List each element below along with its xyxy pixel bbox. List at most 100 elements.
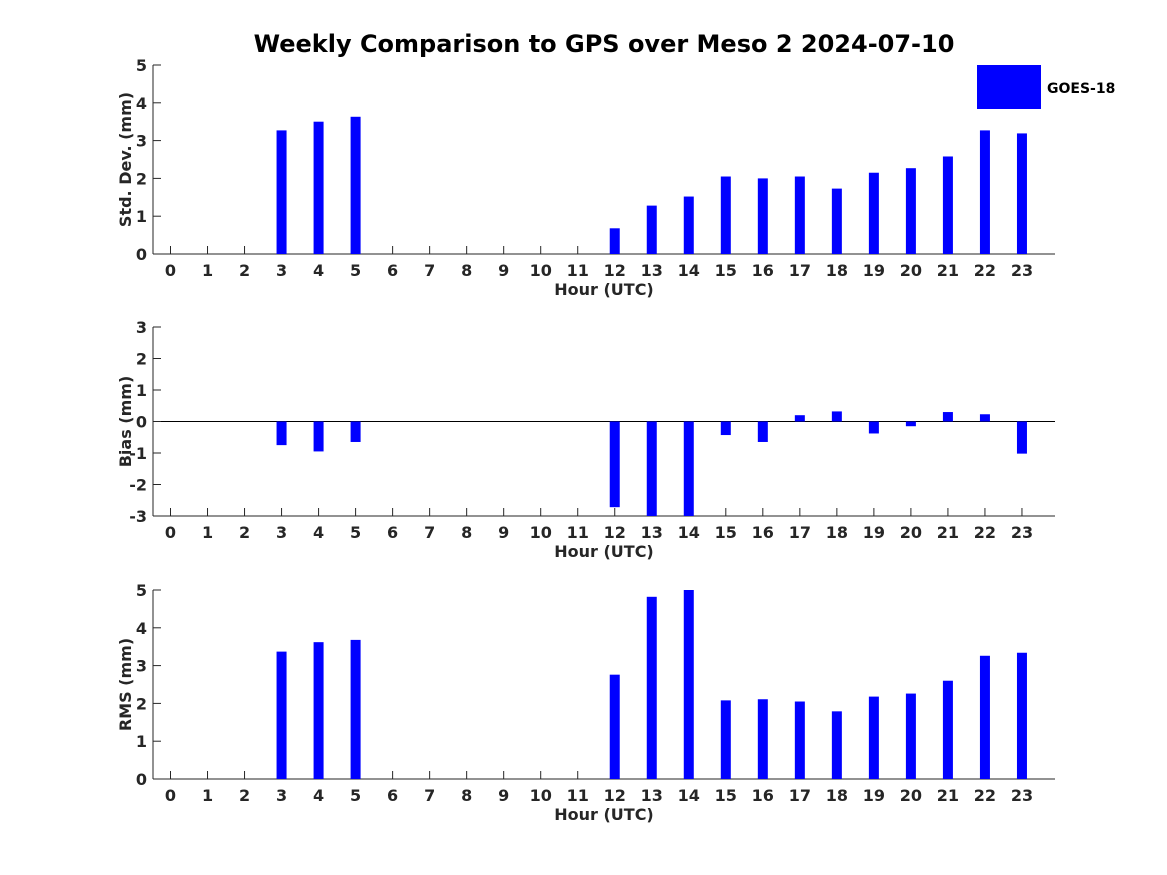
bar-rms-hour-20 bbox=[905, 693, 916, 779]
x-tick-label: 3 bbox=[276, 261, 287, 280]
x-tick-label: 4 bbox=[313, 523, 324, 542]
x-tick-label: 13 bbox=[641, 523, 663, 542]
bar-std-hour-23 bbox=[1016, 133, 1027, 254]
bar-std-hour-16 bbox=[757, 178, 768, 254]
bar-bias-hour-14 bbox=[683, 421, 694, 516]
bar-std-hour-14 bbox=[683, 196, 694, 254]
x-tick-label: 18 bbox=[826, 523, 848, 542]
bar-bias-hour-20 bbox=[905, 421, 916, 427]
bar-rms-hour-5 bbox=[350, 639, 361, 779]
x-tick-label: 0 bbox=[165, 786, 176, 805]
x-tick-label: 11 bbox=[567, 261, 589, 280]
x-tick-label: 17 bbox=[789, 523, 811, 542]
bar-bias-hour-4 bbox=[313, 421, 324, 452]
y-tick-label: -3 bbox=[129, 507, 147, 526]
bar-std-hour-5 bbox=[350, 116, 361, 254]
bar-rms-hour-4 bbox=[313, 642, 324, 779]
x-tick-label: 19 bbox=[863, 523, 885, 542]
x-tick-label: 11 bbox=[567, 786, 589, 805]
bar-std-hour-3 bbox=[276, 130, 287, 254]
bar-std-hour-15 bbox=[720, 176, 731, 254]
y-tick-label: 5 bbox=[136, 56, 147, 75]
x-tick-label: 0 bbox=[165, 261, 176, 280]
bar-bias-hour-19 bbox=[868, 421, 879, 434]
bar-std-hour-4 bbox=[313, 121, 324, 254]
x-tick-label: 13 bbox=[641, 261, 663, 280]
bar-bias-hour-16 bbox=[757, 421, 768, 442]
x-tick-label: 3 bbox=[276, 523, 287, 542]
x-tick-label: 6 bbox=[387, 523, 398, 542]
bar-rms-hour-15 bbox=[720, 700, 731, 779]
chart-title: Weekly Comparison to GPS over Meso 2 202… bbox=[254, 30, 955, 58]
x-tick-label: 15 bbox=[715, 523, 737, 542]
legend-label: GOES-18 bbox=[1047, 81, 1115, 97]
x-tick-label: 16 bbox=[752, 261, 774, 280]
bar-rms-hour-21 bbox=[942, 680, 953, 779]
bar-std-hour-12 bbox=[609, 228, 620, 254]
x-tick-label: 23 bbox=[1011, 261, 1033, 280]
y-tick-label: -2 bbox=[129, 476, 147, 495]
legend: GOES-18 bbox=[977, 65, 1115, 109]
y-axis-label: Bias (mm) bbox=[116, 376, 135, 468]
bar-rms-hour-19 bbox=[868, 696, 879, 779]
x-tick-label: 20 bbox=[900, 786, 922, 805]
x-tick-label: 14 bbox=[678, 523, 700, 542]
bar-bias-hour-23 bbox=[1016, 421, 1027, 454]
x-tick-label: 12 bbox=[604, 523, 626, 542]
legend-swatch bbox=[977, 65, 1041, 109]
bar-std-hour-20 bbox=[905, 168, 916, 254]
x-tick-label: 4 bbox=[313, 261, 324, 280]
bar-bias-hour-15 bbox=[720, 421, 731, 436]
bar-bias-hour-22 bbox=[979, 414, 990, 422]
bar-rms-hour-12 bbox=[609, 674, 620, 779]
x-tick-label: 7 bbox=[424, 261, 435, 280]
bar-bias-hour-13 bbox=[646, 421, 657, 516]
x-tick-label: 2 bbox=[239, 786, 250, 805]
bar-rms-hour-17 bbox=[794, 701, 805, 779]
y-tick-label: -1 bbox=[129, 444, 147, 463]
x-tick-label: 6 bbox=[387, 261, 398, 280]
x-tick-label: 9 bbox=[498, 786, 509, 805]
y-axis-label: Std. Dev. (mm) bbox=[116, 92, 135, 227]
bar-std-hour-21 bbox=[942, 156, 953, 254]
x-tick-label: 21 bbox=[937, 786, 959, 805]
bar-bias-hour-21 bbox=[942, 412, 953, 422]
y-tick-label: 1 bbox=[136, 207, 147, 226]
bar-rms-hour-3 bbox=[276, 651, 287, 779]
bar-std-hour-18 bbox=[831, 188, 842, 254]
bar-std-hour-13 bbox=[646, 205, 657, 254]
bar-bias-hour-5 bbox=[350, 421, 361, 442]
y-tick-label: 3 bbox=[136, 318, 147, 337]
y-tick-label: 1 bbox=[136, 381, 147, 400]
x-tick-label: 15 bbox=[715, 786, 737, 805]
x-tick-label: 9 bbox=[498, 523, 509, 542]
bar-rms-hour-23 bbox=[1016, 652, 1027, 779]
x-tick-label: 7 bbox=[424, 523, 435, 542]
x-tick-label: 18 bbox=[826, 786, 848, 805]
bar-rms-hour-18 bbox=[831, 711, 842, 779]
x-tick-label: 5 bbox=[350, 786, 361, 805]
x-tick-label: 12 bbox=[604, 786, 626, 805]
bar-rms-hour-14 bbox=[683, 590, 694, 779]
x-tick-label: 8 bbox=[461, 786, 472, 805]
y-axis-label: RMS (mm) bbox=[116, 638, 135, 731]
x-tick-label: 12 bbox=[604, 261, 626, 280]
bar-rms-hour-16 bbox=[757, 699, 768, 779]
x-tick-label: 4 bbox=[313, 786, 324, 805]
x-tick-label: 0 bbox=[165, 523, 176, 542]
x-tick-label: 22 bbox=[974, 523, 996, 542]
x-tick-label: 13 bbox=[641, 786, 663, 805]
x-tick-label: 8 bbox=[461, 523, 472, 542]
x-tick-label: 10 bbox=[530, 523, 552, 542]
x-tick-label: 23 bbox=[1011, 786, 1033, 805]
y-tick-label: 1 bbox=[136, 732, 147, 751]
x-tick-label: 1 bbox=[202, 261, 213, 280]
x-tick-label: 16 bbox=[752, 523, 774, 542]
x-tick-label: 14 bbox=[678, 786, 700, 805]
x-tick-label: 1 bbox=[202, 786, 213, 805]
y-tick-label: 0 bbox=[136, 770, 147, 789]
